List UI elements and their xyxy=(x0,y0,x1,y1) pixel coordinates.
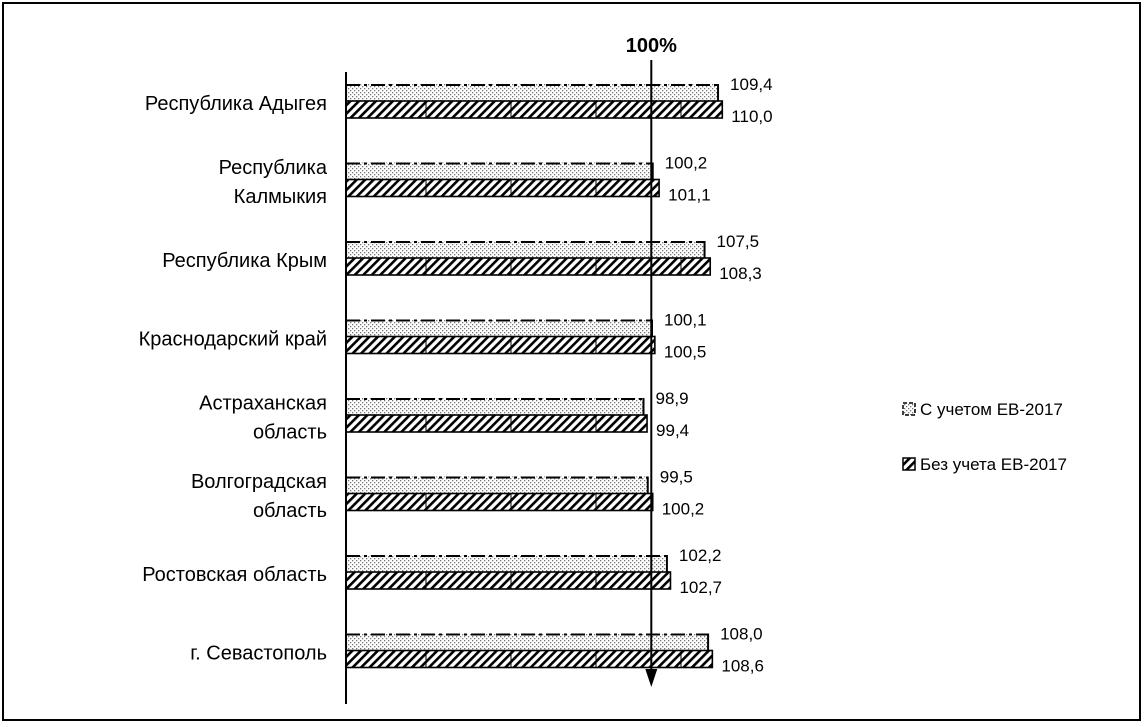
category-label-2-line-2: Калмыкия xyxy=(234,186,327,208)
value-label-with-ev-8: 108,0 xyxy=(720,625,763,644)
value-label-with-ev-3: 107,5 xyxy=(717,232,760,251)
bar-with-ev-3 xyxy=(346,241,705,258)
bar-without-ev-3 xyxy=(345,257,712,276)
bar-without-ev-6 xyxy=(345,492,654,512)
value-label-without-ev-5: 99,4 xyxy=(656,421,689,440)
legend: С учетом ЕВ-2017 Без учета ЕВ-2017 xyxy=(902,400,1067,474)
value-label-with-ev-2: 100,2 xyxy=(665,154,708,173)
bar-without-ev-8 xyxy=(345,649,714,669)
value-label-without-ev-2: 101,1 xyxy=(668,186,711,205)
bar-with-ev-8 xyxy=(346,633,709,651)
value-label-without-ev-4: 100,5 xyxy=(664,343,707,362)
value-label-with-ev-1: 109,4 xyxy=(730,75,773,94)
value-labels-group: 109,4 110,0 100,2 101,1 107,5 108,3 100,1 100,5… xyxy=(655,75,772,676)
value-label-without-ev-1: 110,0 xyxy=(731,107,772,126)
bar-with-ev-2 xyxy=(346,162,653,180)
category-label-7: Ростовская область xyxy=(142,564,327,586)
category-label-5-line-1: Астраханская xyxy=(199,393,327,415)
bar-without-ev-7 xyxy=(345,571,672,590)
category-label-6-line-2: область xyxy=(253,500,327,522)
reference-line-group: 100% xyxy=(626,35,677,687)
category-label-4: Краснодарский край xyxy=(139,329,327,351)
bar-without-ev-2 xyxy=(345,178,660,198)
value-label-without-ev-8: 108,6 xyxy=(721,657,764,676)
value-label-with-ev-4: 100,1 xyxy=(664,311,707,330)
value-label-without-ev-7: 102,7 xyxy=(679,578,722,597)
value-label-with-ev-5: 98,9 xyxy=(655,389,688,408)
bar-without-ev-5 xyxy=(345,414,648,433)
legend-label-with-ev: С учетом ЕВ-2017 xyxy=(920,400,1063,419)
category-label-8: г. Севастополь xyxy=(190,643,327,665)
value-label-without-ev-3: 108,3 xyxy=(719,264,762,283)
category-label-5-line-2: область xyxy=(253,422,327,444)
bar-with-ev-4 xyxy=(346,319,653,337)
value-label-with-ev-6: 99,5 xyxy=(660,468,693,487)
value-label-without-ev-6: 100,2 xyxy=(662,500,705,519)
bar-with-ev-1 xyxy=(346,84,719,101)
bar-with-ev-6 xyxy=(346,476,648,494)
category-label-6-line-1: Волгоградская xyxy=(191,471,327,493)
legend-swatch-without-ev xyxy=(902,457,916,471)
category-label-2-line-1: Республика xyxy=(219,157,328,179)
legend-label-without-ev: Без учета ЕВ-2017 xyxy=(920,455,1067,474)
legend-swatch-with-ev xyxy=(902,402,916,416)
bar-without-ev-4 xyxy=(345,335,656,355)
bar-with-ev-5 xyxy=(346,398,644,415)
reference-line-label: 100% xyxy=(626,35,677,57)
reference-line-arrow xyxy=(645,669,658,687)
bar-with-ev-7 xyxy=(346,555,667,572)
category-label-1: Республика Адыгея xyxy=(145,93,327,115)
bar-without-ev-1 xyxy=(345,100,724,119)
category-label-3: Республика Крым xyxy=(162,250,327,272)
category-labels-group: Республика Адыгея Республика Калмыкия Респу… xyxy=(139,93,328,665)
bars-group xyxy=(345,84,724,669)
value-label-with-ev-7: 102,2 xyxy=(679,546,722,565)
